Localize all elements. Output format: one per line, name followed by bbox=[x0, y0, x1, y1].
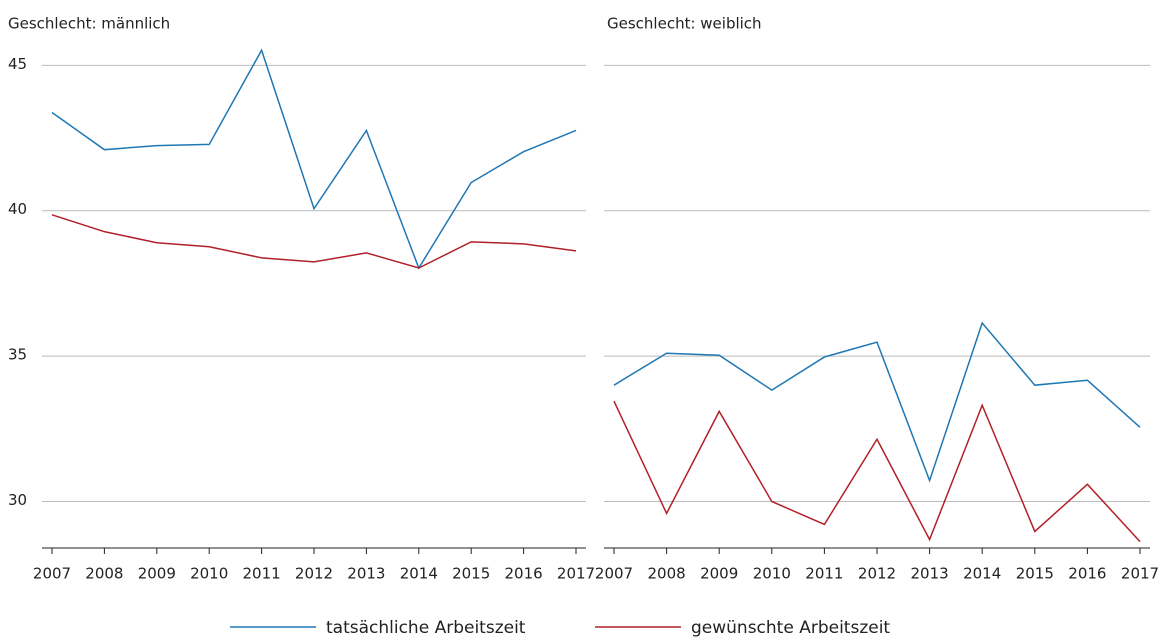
x-tick-label: 2013 bbox=[911, 565, 949, 583]
x-tick-label: 2015 bbox=[1016, 565, 1054, 583]
line-series bbox=[613, 400, 1141, 543]
line-series bbox=[51, 48, 577, 270]
x-tick-label: 2017 bbox=[557, 565, 595, 583]
x-tick-label: 2010 bbox=[753, 565, 791, 583]
y-tick-label: 30 bbox=[8, 491, 27, 509]
panel-title: Geschlecht: weiblich bbox=[607, 15, 762, 33]
x-tick-label: 2009 bbox=[138, 565, 176, 583]
x-tick-label: 2014 bbox=[400, 565, 438, 583]
x-tick-label: 2008 bbox=[85, 565, 123, 583]
x-tick-label: 2015 bbox=[452, 565, 490, 583]
x-tick-label: 2007 bbox=[595, 565, 633, 583]
x-tick-label: 2008 bbox=[648, 565, 686, 583]
x-tick-label: 2011 bbox=[805, 565, 843, 583]
x-tick-label: 2014 bbox=[963, 565, 1001, 583]
y-tick-label: 40 bbox=[8, 200, 27, 218]
x-tick-label: 2011 bbox=[243, 565, 281, 583]
y-tick-label: 45 bbox=[8, 55, 27, 73]
x-tick-label: 2016 bbox=[505, 565, 543, 583]
x-tick-label: 2012 bbox=[295, 565, 333, 583]
legend-label: tatsächliche Arbeitszeit bbox=[326, 618, 526, 638]
line-series bbox=[613, 321, 1141, 483]
x-tick-label: 2007 bbox=[33, 565, 71, 583]
line-series bbox=[51, 214, 577, 269]
legend-label: gewünschte Arbeitszeit bbox=[691, 618, 890, 638]
x-tick-label: 2013 bbox=[347, 565, 385, 583]
x-tick-label: 2009 bbox=[700, 565, 738, 583]
x-tick-label: 2016 bbox=[1068, 565, 1106, 583]
x-tick-label: 2017 bbox=[1121, 565, 1159, 583]
x-tick-label: 2012 bbox=[858, 565, 896, 583]
panel-title: Geschlecht: männlich bbox=[8, 15, 170, 33]
y-tick-label: 35 bbox=[8, 346, 27, 364]
x-tick-label: 2010 bbox=[190, 565, 228, 583]
